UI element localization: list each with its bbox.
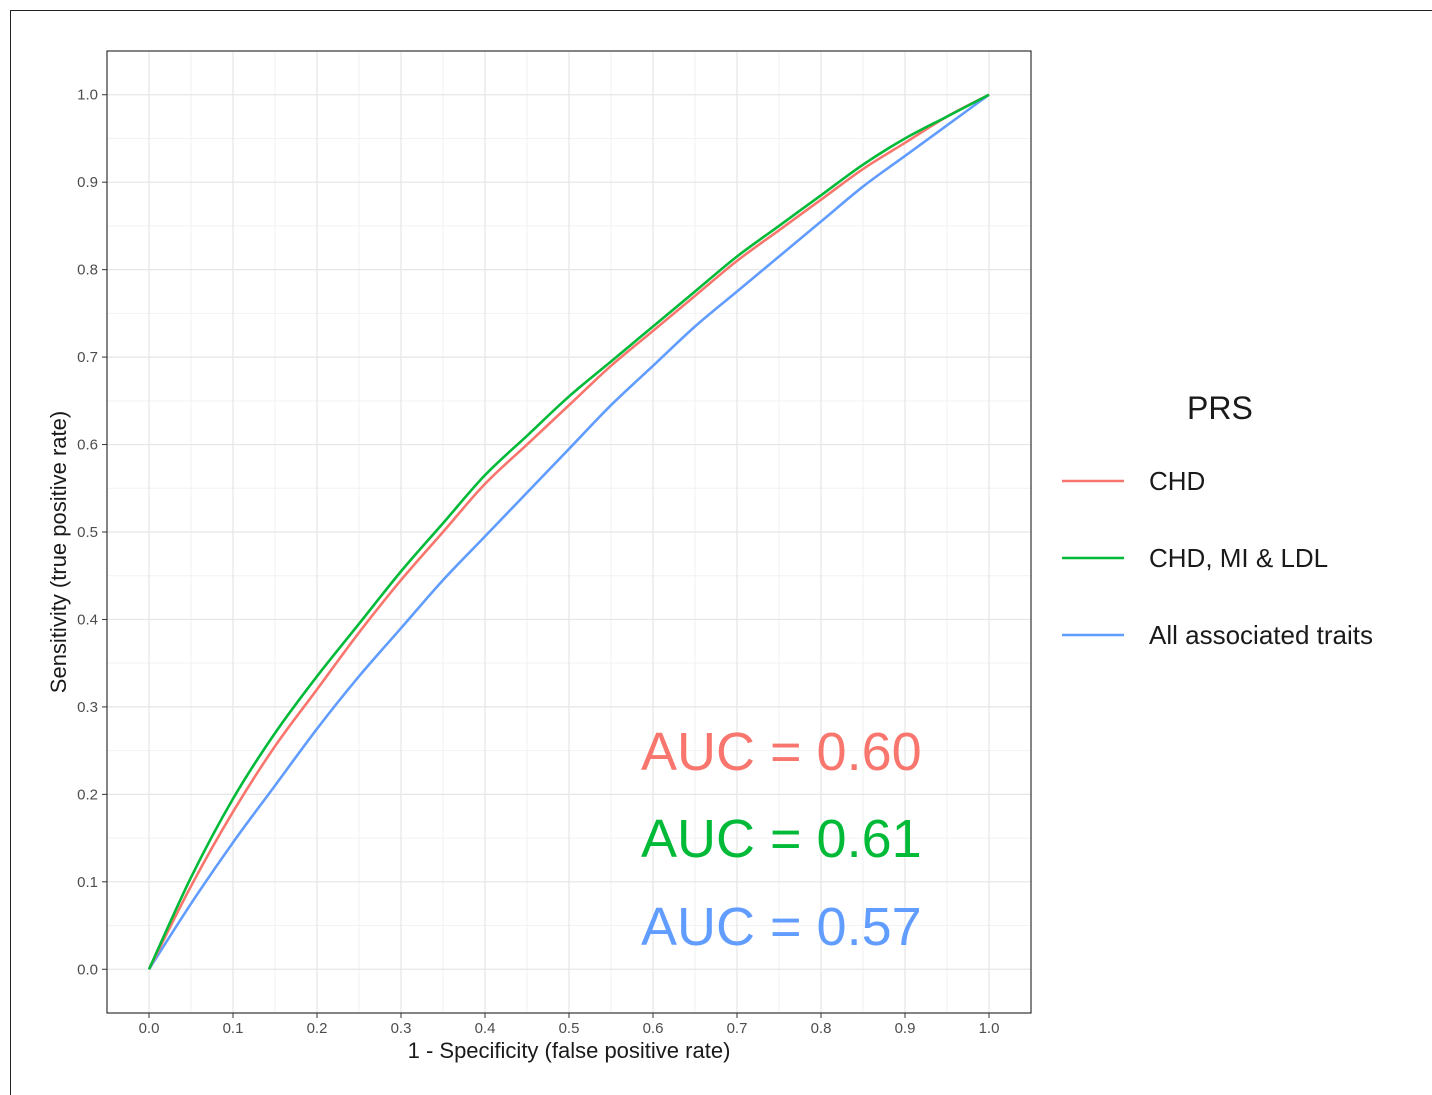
series-line-2: [147, 93, 990, 970]
y-axis: 0.0 0.1 0.2 0.3 0.4 0.5 0.6 0.7 0.8 0.9 1.0: [77, 87, 107, 978]
grid-major: [107, 51, 1031, 1013]
y-tick-label: 0.0: [77, 961, 98, 978]
x-tick-label: 0.5: [559, 1020, 580, 1037]
auc-label-0: AUC = 0.60: [641, 722, 922, 782]
x-axis-title: 1 - Specificity (false positive rate): [408, 1038, 731, 1063]
legend-label-2: All associated traits: [1149, 620, 1373, 650]
x-tick-label: 0.9: [895, 1020, 916, 1037]
auc-label-2: AUC = 0.57: [641, 897, 922, 957]
y-tick-label: 0.1: [77, 874, 98, 891]
x-tick-label: 0.8: [811, 1020, 832, 1037]
y-tick-label: 0.3: [77, 699, 98, 716]
y-axis-title: Sensitivity (true positive rate): [46, 411, 71, 693]
legend-label-0: CHD: [1149, 466, 1205, 496]
y-tick-label: 0.6: [77, 437, 98, 454]
x-tick-label: 0.6: [643, 1020, 664, 1037]
y-tick-label: 0.9: [77, 174, 98, 191]
y-tick-label: 1.0: [77, 87, 98, 104]
x-tick-label: 0.4: [475, 1020, 496, 1037]
y-tick-label: 0.4: [77, 611, 98, 628]
x-tick-label: 0.2: [307, 1020, 328, 1037]
series-layer: [147, 93, 990, 970]
x-tick-label: 0.3: [391, 1020, 412, 1037]
y-tick-label: 0.2: [77, 786, 98, 803]
y-tick-label: 0.7: [77, 349, 98, 366]
x-tick-label: 0.7: [727, 1020, 748, 1037]
x-tick-label: 0.0: [139, 1020, 160, 1037]
auc-annotations: AUC = 0.60 AUC = 0.61 AUC = 0.57: [641, 722, 922, 957]
legend: PRS CHD CHD, MI & LDL All associated trait…: [1062, 390, 1373, 650]
series-line-0: [147, 93, 990, 970]
y-tick-label: 0.5: [77, 524, 98, 541]
x-tick-label: 0.1: [223, 1020, 244, 1037]
x-tick-label: 1.0: [979, 1020, 1000, 1037]
legend-label-1: CHD, MI & LDL: [1149, 543, 1328, 573]
auc-label-1: AUC = 0.61: [641, 809, 922, 869]
x-axis: 0.0 0.1 0.2 0.3 0.4 0.5 0.6 0.7 0.8 0.9 1.0: [139, 1013, 1000, 1037]
y-tick-label: 0.8: [77, 262, 98, 279]
figure-frame: [10, 10, 1432, 1095]
series-line-1: [147, 93, 990, 970]
legend-title: PRS: [1187, 390, 1253, 426]
